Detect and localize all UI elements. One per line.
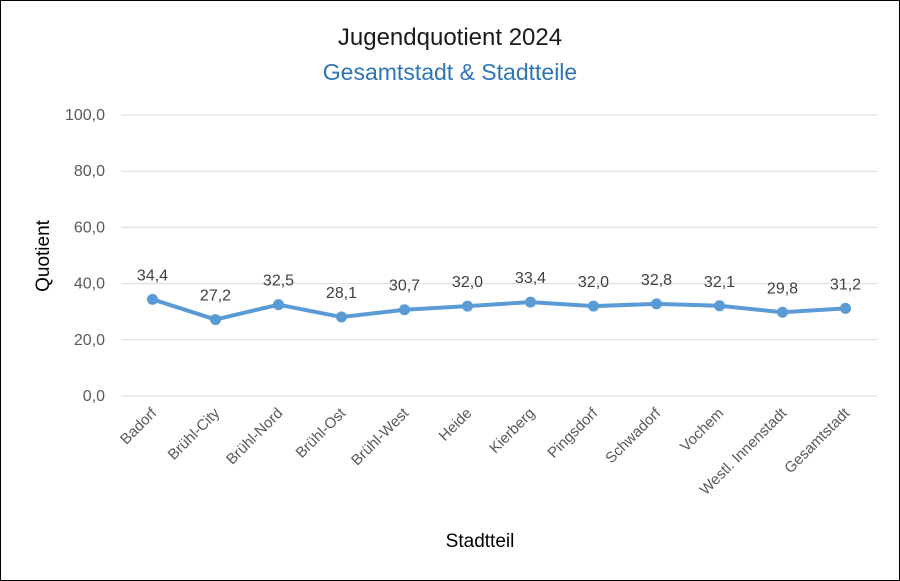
y-axis-title: Quotient — [33, 219, 54, 292]
x-tick-label: Pingsdorf — [544, 404, 601, 461]
data-point — [777, 306, 788, 318]
y-axis-ticks: 0,0 20,0 40,0 60,0 80,0 100,0 — [65, 107, 105, 405]
data-point — [273, 299, 284, 311]
data-label: 32,8 — [641, 272, 672, 289]
data-point — [588, 300, 599, 312]
y-tick-label: 60,0 — [74, 219, 105, 236]
data-label: 32,5 — [263, 273, 294, 290]
y-tick-label: 100,0 — [65, 107, 105, 124]
y-tick-label: 80,0 — [74, 163, 105, 180]
series-line-group — [150, 297, 848, 322]
data-point — [147, 293, 158, 305]
y-tick-label: 20,0 — [74, 332, 105, 349]
y-tick-label: 40,0 — [74, 276, 105, 293]
series-line — [150, 297, 848, 322]
x-tick-label: Heide — [436, 405, 476, 445]
data-label: 32,0 — [578, 274, 609, 291]
x-tick-label: Gesamtstadt — [781, 404, 854, 477]
data-label: 34,4 — [137, 267, 168, 284]
data-label: 33,4 — [515, 270, 546, 287]
data-label: 30,7 — [389, 278, 420, 295]
chart-title: Jugendquotient 2024 — [338, 24, 562, 51]
data-point — [840, 302, 851, 314]
x-axis-ticks: Badorf Brühl-City Brühl-Nord Brühl-OstBrühl… — [117, 404, 854, 498]
x-tick-label: Brühl-Ost — [293, 404, 350, 461]
gridlines — [121, 114, 877, 397]
data-label: 28,1 — [326, 285, 357, 302]
data-point — [336, 311, 347, 323]
x-tick-label: Brühl-West — [348, 404, 413, 469]
data-point — [714, 300, 725, 312]
x-tick-label: Schwadorf — [602, 404, 665, 467]
chart-subtitle: Gesamtstadt & Stadtteile — [323, 59, 577, 85]
data-label: 27,2 — [200, 288, 231, 305]
data-label: 32,1 — [704, 274, 735, 291]
data-point — [462, 300, 473, 312]
data-point — [399, 304, 410, 316]
x-tick-label: Badorf — [117, 404, 161, 448]
x-tick-label: Brühl-City — [165, 404, 224, 463]
data-point — [210, 314, 221, 326]
data-label: 32,0 — [452, 274, 483, 291]
data-label: 29,8 — [767, 280, 798, 297]
data-points — [147, 293, 851, 326]
x-tick-label: Vochem — [677, 405, 727, 455]
data-point — [525, 296, 536, 308]
x-tick-label: Kierberg — [486, 405, 538, 457]
data-point — [651, 298, 662, 310]
data-label: 31,2 — [830, 276, 861, 293]
y-tick-label: 0,0 — [83, 388, 105, 405]
data-labels: 34,4 27,2 32,5 28,1 30,7 32,0 33,4 32,0 32,8 32,1… — [137, 267, 861, 304]
x-tick-label: Brühl-Nord — [223, 405, 286, 468]
x-axis-title: Stadtteil — [446, 531, 515, 552]
